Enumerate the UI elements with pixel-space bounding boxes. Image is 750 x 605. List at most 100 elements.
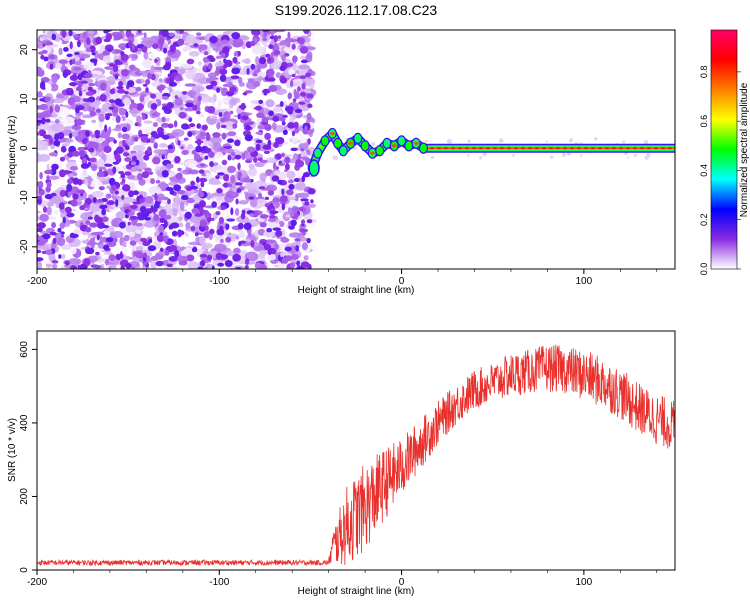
- heatmap-cell: [68, 30, 73, 37]
- heatmap-cell: [46, 175, 50, 181]
- heatmap-cell: [114, 98, 123, 106]
- heatmap-cell: [300, 198, 309, 202]
- heatmap-cell: [103, 244, 110, 251]
- heatmap-cell: [294, 127, 300, 134]
- heatmap-cell: [308, 84, 315, 89]
- heatmap-cell: [177, 38, 185, 46]
- heatmap-cell: [147, 52, 157, 60]
- heatmap-cell: [159, 42, 163, 51]
- heatmap-cell: [287, 92, 293, 100]
- heatmap-cell: [310, 199, 314, 204]
- heatmap-cell: [124, 171, 132, 176]
- heatmap-cell: [272, 115, 280, 122]
- heatmap-cell: [200, 181, 205, 188]
- heatmap-cell: [255, 131, 264, 135]
- heatmap-cell: [109, 63, 116, 67]
- heatmap-cell: [114, 190, 120, 195]
- heatmap-cell: [177, 222, 184, 228]
- heatmap-cell: [72, 177, 80, 185]
- heatmap-cell: [142, 259, 148, 266]
- heatmap-cell: [296, 260, 301, 266]
- heatmap-cell: [131, 54, 138, 59]
- heatmap-cell: [298, 104, 310, 112]
- heatmap-cell: [85, 226, 92, 233]
- colorbar-tick-label: 0.8: [699, 66, 709, 79]
- heatmap-cell: [268, 44, 274, 49]
- heatmap-cell: [114, 153, 121, 161]
- heatmap-cell: [169, 44, 176, 53]
- heatmap-cell: [60, 231, 65, 235]
- heatmap-cell: [95, 216, 103, 224]
- heatmap-cell: [129, 103, 134, 111]
- heatmap-cell: [149, 93, 157, 99]
- heatmap-cell: [141, 114, 146, 121]
- heatmap-cell: [281, 54, 286, 62]
- colorbar-tick-label: 0.6: [699, 115, 709, 128]
- heatmap-cell: [40, 54, 45, 60]
- heatmap-cell: [206, 55, 214, 60]
- heatmap-cell: [144, 195, 154, 204]
- heatmap-cell: [158, 30, 163, 35]
- heatmap-cell: [225, 223, 230, 230]
- heatmap-cell: [44, 96, 51, 102]
- heatmap-cell: [142, 83, 148, 87]
- heatmap-cell: [46, 206, 52, 216]
- heatmap-cell: [69, 97, 76, 105]
- heatmap-cell: [227, 81, 233, 89]
- heatmap-cell: [219, 74, 227, 83]
- heatmap-cell: [69, 41, 73, 50]
- heatmap-cell: [307, 138, 311, 145]
- heatmap-cell: [281, 257, 289, 264]
- heatmap-cell: [272, 162, 277, 170]
- heatmap-cell: [333, 155, 338, 161]
- heatmap-cell: [127, 221, 131, 226]
- heatmap-cell: [64, 261, 70, 266]
- heatmap-cell: [60, 146, 67, 153]
- heatmap-cell: [250, 63, 256, 70]
- heatmap-cell: [37, 139, 45, 149]
- heatmap-cell: [120, 46, 126, 51]
- snr-xtick-label: -200: [27, 577, 47, 588]
- heatmap-cell: [243, 222, 252, 231]
- heatmap-cell: [294, 108, 303, 114]
- heatmap-cell: [73, 228, 81, 235]
- spectrogram-ytick-label: -20: [19, 239, 30, 254]
- heatmap-cell: [48, 152, 58, 157]
- heatmap-cell: [102, 50, 111, 56]
- heatmap-cell: [225, 190, 240, 199]
- heatmap-cell: [106, 241, 117, 248]
- heatmap-cell: [120, 264, 125, 269]
- heatmap-cell: [110, 263, 117, 269]
- heatmap-cell: [279, 77, 288, 84]
- heatmap-cell: [53, 97, 64, 104]
- heatmap-cell: [298, 37, 305, 45]
- heatmap-cell: [279, 65, 286, 72]
- heatmap-cell: [177, 229, 182, 238]
- heatmap-cell: [299, 46, 309, 54]
- heatmap-cell: [138, 70, 151, 74]
- heatmap-cell: [145, 86, 149, 93]
- heatmap-cell: [135, 245, 144, 251]
- heatmap-cell: [273, 141, 279, 149]
- snr-frame: [36, 330, 676, 571]
- heatmap-cell: [146, 72, 152, 80]
- heatmap-cell: [72, 58, 76, 65]
- heatmap-cell: [237, 222, 244, 230]
- heatmap-cell: [219, 254, 228, 260]
- heatmap-cell: [204, 212, 212, 219]
- heatmap-cell: [232, 56, 238, 64]
- heatmap-cell: [264, 132, 272, 141]
- heatmap-cell: [256, 112, 265, 119]
- heatmap-cell: [278, 261, 286, 269]
- heatmap-cell: [77, 73, 83, 81]
- heatmap-cell: [568, 138, 574, 143]
- heatmap-cell: [258, 57, 267, 65]
- heatmap-cell: [190, 225, 196, 232]
- heatmap-cell: [118, 80, 124, 87]
- heatmap-cell: [277, 179, 283, 185]
- heatmap-cell: [58, 59, 68, 64]
- heatmap-cell: [69, 246, 77, 255]
- heatmap-cell: [201, 124, 208, 131]
- heatmap-cell: [467, 154, 470, 157]
- heatmap-cell: [161, 96, 169, 100]
